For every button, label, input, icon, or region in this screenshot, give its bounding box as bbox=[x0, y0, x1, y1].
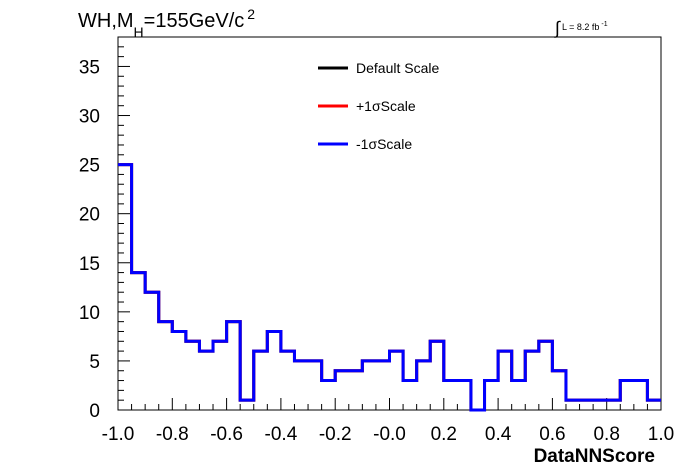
series-line-2 bbox=[118, 163, 661, 412]
y-tick-label: 30 bbox=[79, 107, 100, 128]
x-tick-label: 0.4 bbox=[485, 424, 512, 445]
y-axis: 0 5 10 15 20 25 30 35 bbox=[79, 36, 130, 422]
y-tick-label: 10 bbox=[79, 303, 100, 324]
x-tick-label: -0.6 bbox=[210, 424, 243, 445]
y-tick-label: 25 bbox=[79, 156, 100, 177]
x-tick-label: -0.4 bbox=[265, 424, 298, 445]
x-tick-label: 0.6 bbox=[539, 424, 565, 445]
chart-title: WH,MH=155GeV/c 2 bbox=[78, 6, 255, 40]
x-tick-label: -0.2 bbox=[319, 424, 352, 445]
series-line-1 bbox=[118, 163, 661, 412]
luminosity-label: ∫ L = 8.2 fb -1 bbox=[555, 14, 608, 38]
legend: Default Scale +1σScale -1σScale bbox=[318, 60, 439, 152]
series-layer bbox=[118, 163, 661, 412]
legend-label: Default Scale bbox=[356, 60, 439, 76]
x-tick-label: -0.0 bbox=[373, 424, 406, 445]
x-tick-label: -1.0 bbox=[102, 424, 135, 445]
title-value: =155GeV/c bbox=[143, 10, 245, 32]
title-main: WH,M bbox=[78, 10, 134, 32]
y-tick-label: 35 bbox=[79, 57, 100, 78]
y-tick-label: 0 bbox=[89, 401, 100, 422]
x-axis: -1.0 -0.8 -0.6 -0.4 -0.2 -0.0 0.2 0.4 0.6 0.8 1.0 bbox=[102, 398, 674, 445]
series-line-0 bbox=[118, 163, 661, 412]
y-tick-label: 5 bbox=[89, 352, 100, 373]
x-tick-label: 1.0 bbox=[648, 424, 674, 445]
luminosity-superscript: -1 bbox=[601, 21, 608, 28]
legend-label: -1σScale bbox=[356, 136, 412, 152]
title-subscript: H bbox=[133, 24, 144, 40]
title-superscript: 2 bbox=[247, 6, 256, 22]
x-axis-label: DataNNScore bbox=[534, 446, 655, 467]
x-tick-label: 0.8 bbox=[593, 424, 619, 445]
legend-label: +1σScale bbox=[356, 98, 416, 114]
luminosity-text: L = 8.2 fb bbox=[561, 22, 600, 32]
y-tick-label: 20 bbox=[79, 205, 100, 226]
integral-symbol: ∫ bbox=[555, 18, 560, 38]
y-tick-label: 15 bbox=[79, 254, 100, 275]
x-tick-label: 0.2 bbox=[431, 424, 457, 445]
x-tick-label: -0.8 bbox=[156, 424, 189, 445]
